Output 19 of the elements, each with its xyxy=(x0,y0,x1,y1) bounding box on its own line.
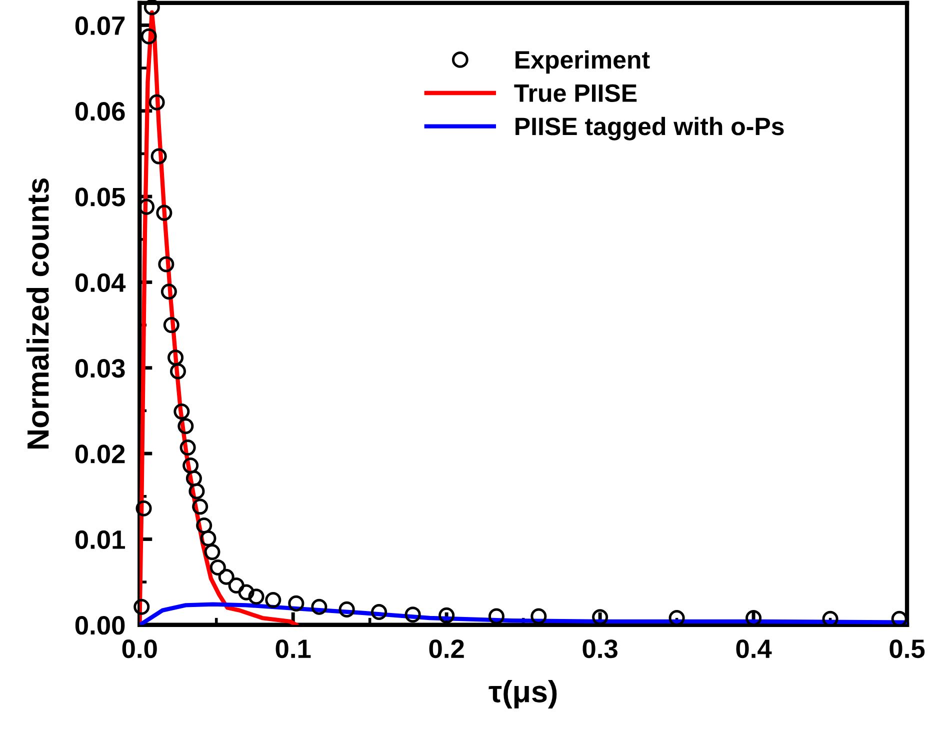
x-tick-label: 0.1 xyxy=(276,639,311,658)
y-tick-label: 0.00 xyxy=(75,616,125,635)
legend-label: PIISE tagged with o-Ps xyxy=(516,116,784,140)
y-tick-label: 0.02 xyxy=(75,444,125,464)
x-tick-label: 0.2 xyxy=(429,639,464,658)
legend-label: True PIISE xyxy=(514,84,637,102)
y-axis-title: Normalized counts xyxy=(26,178,49,449)
y-tick-label: 0.04 xyxy=(75,273,126,292)
x-tick-label: 0.0 xyxy=(122,639,157,658)
x-tick-label: 0.5 xyxy=(890,639,925,658)
x-axis-title: τ(μs) xyxy=(488,680,557,708)
x-tick-label: 0.3 xyxy=(582,639,618,658)
y-tick-label: 0.07 xyxy=(75,16,125,36)
y-tick-label: 0.01 xyxy=(75,530,125,550)
y-tick-label: 0.06 xyxy=(75,102,125,121)
y-tick-label: 0.03 xyxy=(75,359,125,378)
y-tick-label: 0.05 xyxy=(75,188,125,206)
legend-label: Experiment xyxy=(516,50,650,74)
x-tick-label: 0.4 xyxy=(736,639,772,658)
